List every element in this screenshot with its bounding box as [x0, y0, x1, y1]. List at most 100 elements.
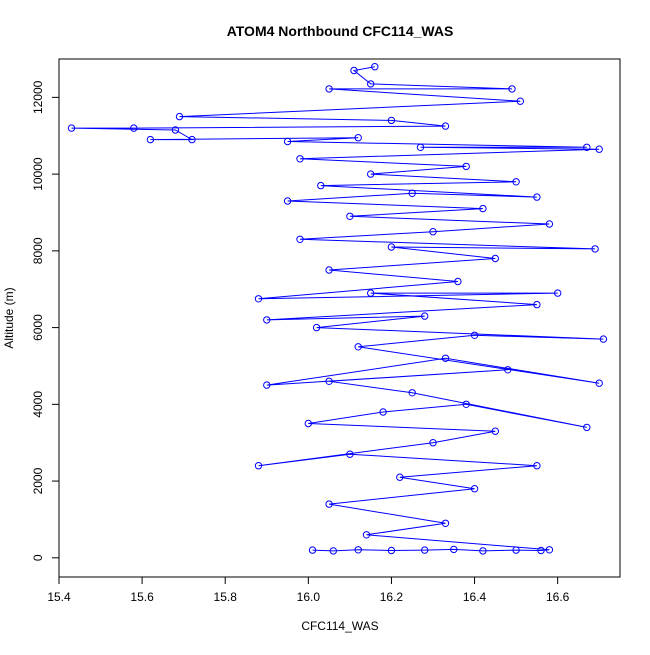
- data-point: [516, 97, 524, 105]
- data-point: [504, 366, 512, 374]
- x-tick-label: 15.8: [214, 590, 238, 604]
- data-point: [130, 124, 138, 132]
- y-tick-label: 0: [31, 554, 45, 561]
- data-point: [537, 546, 545, 555]
- data-point: [325, 85, 333, 93]
- data-point: [312, 323, 321, 332]
- data-point: [416, 143, 425, 152]
- x-axis-label: CFC114_WAS: [301, 619, 378, 633]
- data-point: [441, 519, 450, 527]
- data-point: [545, 220, 554, 228]
- data-point: [462, 162, 470, 171]
- y-axis: 0 2000 4000 6000 8000 10000 12000: [31, 80, 60, 561]
- data-point: [304, 419, 312, 428]
- data-point: [479, 204, 487, 213]
- data-point: [308, 546, 317, 554]
- data-point: [512, 546, 520, 554]
- x-tick-label: 16.0: [297, 590, 321, 604]
- y-axis-label: Altitude (m): [2, 287, 16, 348]
- data-point: [408, 389, 416, 397]
- data-point: [396, 473, 404, 481]
- x-tick-label: 15.6: [130, 590, 154, 604]
- data-point: [354, 343, 362, 351]
- y-tick-label: 10000: [31, 157, 45, 191]
- data-series: [67, 62, 608, 555]
- x-tick-label: 16.2: [380, 590, 404, 604]
- y-tick-label: 2000: [31, 467, 45, 494]
- data-point: [325, 377, 333, 385]
- data-point: [470, 485, 479, 493]
- y-tick-label: 12000: [31, 80, 45, 114]
- data-point: [367, 289, 375, 297]
- x-axis: 15.4 15.6 15.8 16.0 16.2 16.4 16.6: [47, 576, 570, 604]
- data-point: [583, 143, 591, 152]
- series-line: [71, 66, 604, 552]
- data-point: [171, 126, 180, 134]
- data-point: [296, 235, 304, 244]
- data-point: [429, 439, 437, 447]
- data-point: [512, 178, 520, 186]
- data-point: [591, 245, 599, 253]
- data-point: [325, 500, 333, 508]
- data-point: [429, 228, 437, 236]
- data-point: [508, 85, 516, 93]
- data-point: [533, 300, 541, 309]
- data-point: [371, 62, 379, 71]
- data-point: [450, 545, 458, 554]
- data-point: [263, 316, 271, 324]
- data-point: [367, 170, 375, 178]
- data-point: [325, 266, 333, 274]
- data-point: [491, 427, 499, 435]
- data-point: [599, 335, 608, 343]
- data-point: [346, 450, 354, 458]
- data-point: [554, 289, 562, 297]
- data-point: [283, 137, 292, 146]
- data-point: [479, 547, 487, 555]
- data-point: [329, 547, 337, 555]
- data-point: [387, 116, 396, 125]
- data-point: [354, 546, 362, 554]
- data-point: [296, 155, 304, 163]
- data-point: [441, 354, 450, 362]
- data-point: [254, 462, 263, 470]
- y-tick-label: 6000: [31, 314, 45, 341]
- x-tick-label: 16.4: [463, 590, 487, 604]
- data-point: [387, 546, 396, 555]
- data-point: [545, 546, 554, 554]
- data-point: [421, 546, 429, 554]
- data-point: [350, 66, 358, 75]
- x-tick-label: 16.6: [546, 590, 570, 604]
- data-point: [408, 189, 416, 198]
- data-point: [346, 212, 354, 221]
- data-point: [533, 193, 541, 201]
- data-point: [354, 134, 362, 142]
- data-point: [67, 124, 76, 132]
- data-point: [533, 462, 541, 470]
- data-point: [470, 331, 479, 339]
- data-point: [421, 312, 429, 320]
- x-tick-label: 15.4: [47, 590, 71, 604]
- data-point: [462, 400, 470, 408]
- data-point: [595, 379, 603, 387]
- data-point: [441, 122, 450, 130]
- y-tick-label: 4000: [31, 391, 45, 418]
- data-point: [188, 135, 196, 144]
- data-point: [367, 80, 375, 88]
- data-point: [379, 408, 387, 416]
- data-point: [175, 112, 184, 121]
- data-point: [263, 381, 271, 389]
- data-point: [595, 145, 603, 153]
- data-point: [283, 197, 292, 205]
- data-point: [146, 135, 155, 144]
- data-point: [254, 295, 263, 303]
- data-point: [387, 243, 396, 251]
- y-tick-label: 8000: [31, 237, 45, 264]
- data-point: [454, 277, 462, 286]
- data-point: [491, 254, 499, 263]
- chart-title: ATOM4 Northbound CFC114_WAS: [227, 23, 454, 39]
- data-point: [317, 181, 325, 190]
- data-point: [583, 423, 591, 432]
- data-point: [362, 531, 371, 539]
